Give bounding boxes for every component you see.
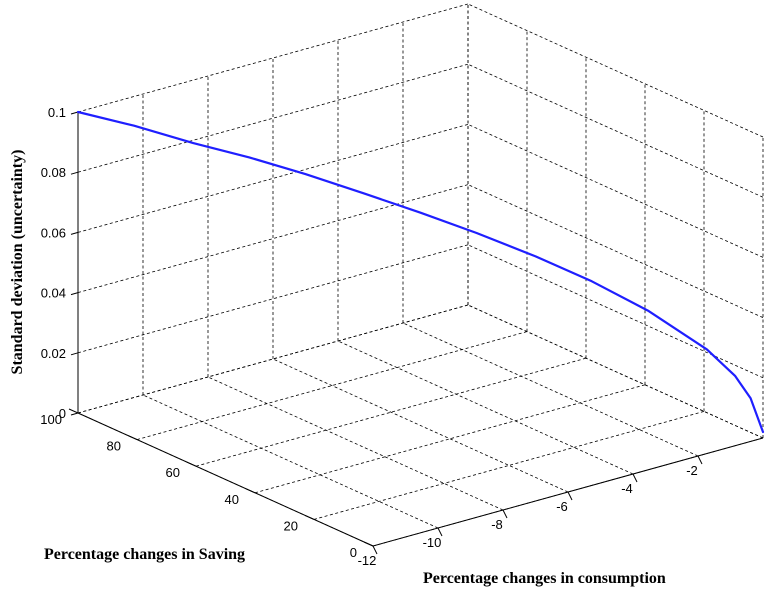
z-tick-label: 0.04 bbox=[41, 286, 66, 301]
z-tick-label: 0.1 bbox=[48, 105, 66, 120]
y-tick-label: 40 bbox=[225, 492, 239, 507]
z-tick-label: 0.02 bbox=[41, 346, 66, 361]
grid-line bbox=[313, 411, 705, 520]
grid-line bbox=[207, 376, 504, 511]
series-line-0 bbox=[76, 110, 765, 434]
grid-line bbox=[337, 340, 634, 475]
y-tick-mark bbox=[127, 435, 138, 441]
x-tick-mark bbox=[372, 545, 378, 555]
grid-line bbox=[77, 3, 469, 113]
x-tick-label: -4 bbox=[621, 481, 633, 496]
y-tick-label: 60 bbox=[166, 465, 180, 480]
x-tick-mark bbox=[567, 491, 573, 501]
z-tick-mark bbox=[70, 111, 79, 115]
grid-line bbox=[195, 357, 587, 467]
grid-line bbox=[77, 304, 469, 414]
z-axis-label: Standard deviation (uncertainty) bbox=[9, 150, 26, 375]
z-tick-mark bbox=[70, 231, 79, 235]
grid-line bbox=[467, 63, 764, 198]
y-tick-label: 80 bbox=[107, 439, 121, 454]
x-tick-label: -2 bbox=[686, 463, 698, 478]
y-tick-mark bbox=[68, 408, 79, 414]
grid-line bbox=[77, 63, 469, 173]
x-tick-mark bbox=[697, 455, 703, 465]
grid-line bbox=[142, 394, 439, 529]
x-tick-label: -8 bbox=[491, 517, 503, 532]
grid-line bbox=[77, 244, 469, 354]
x-axis-label: Percentage changes in consumption bbox=[423, 570, 666, 587]
z-tick-label: 0.06 bbox=[41, 225, 66, 240]
z-tick-mark bbox=[70, 412, 79, 416]
x-tick-mark bbox=[437, 527, 443, 537]
z-tick-mark bbox=[70, 171, 79, 175]
y-axis-line bbox=[77, 412, 374, 547]
z-tick-mark bbox=[70, 352, 79, 356]
y-tick-mark bbox=[245, 488, 256, 494]
z-tick-label: 0 bbox=[59, 406, 66, 421]
x-tick-mark bbox=[632, 473, 638, 483]
y-tick-label: 100 bbox=[40, 412, 62, 427]
grid-line bbox=[467, 124, 764, 258]
y-tick-mark bbox=[363, 541, 374, 547]
y-tick-mark bbox=[186, 461, 197, 467]
grid-line bbox=[467, 304, 764, 439]
x-tick-label: -6 bbox=[556, 499, 568, 514]
axis-layer bbox=[68, 111, 764, 555]
y-tick-label: 20 bbox=[284, 518, 298, 533]
x-tick-mark bbox=[502, 509, 508, 519]
z-tick-label: 0.08 bbox=[41, 165, 66, 180]
y-axis-label: Percentage changes in Saving bbox=[44, 546, 245, 563]
grid-line bbox=[272, 358, 569, 493]
x-tick-label: -12 bbox=[358, 553, 377, 568]
z-tick-mark bbox=[70, 292, 79, 296]
grid-line bbox=[402, 322, 699, 457]
grid-line bbox=[467, 3, 764, 138]
grid-line bbox=[254, 384, 646, 494]
x-tick-label: -10 bbox=[423, 535, 442, 550]
series-layer bbox=[76, 110, 765, 434]
grid-line bbox=[77, 184, 469, 293]
y-tick-label: 0 bbox=[350, 545, 357, 560]
grid-layer bbox=[77, 3, 764, 547]
grid-line bbox=[77, 124, 469, 233]
grid-line bbox=[467, 184, 764, 318]
grid-line bbox=[467, 244, 764, 379]
grid-line bbox=[136, 331, 528, 440]
y-tick-mark bbox=[304, 514, 315, 520]
tick-labels: -12-10-8-6-4-202040608010000.020.040.060… bbox=[40, 105, 697, 568]
